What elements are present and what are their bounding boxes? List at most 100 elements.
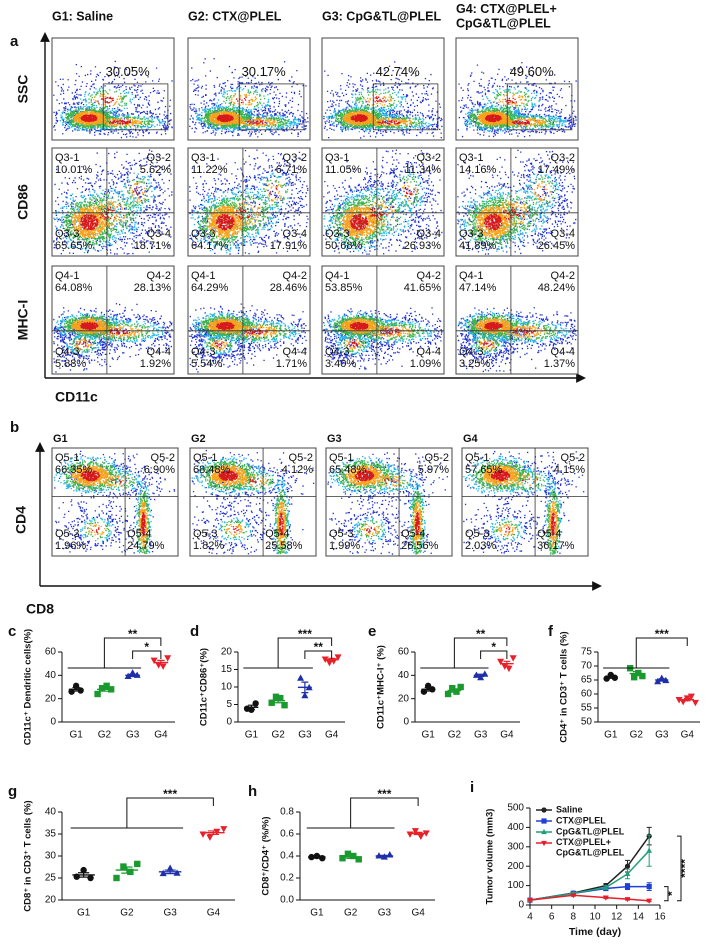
x-axis-label: Time (day) (569, 926, 621, 938)
error-bar (72, 686, 80, 692)
density-dots (191, 312, 300, 355)
data-point (98, 684, 106, 692)
panel-label: g (8, 783, 17, 800)
error-bar (128, 673, 137, 678)
legend-label: CpG&TL@PLEL (556, 826, 625, 836)
data-point (127, 868, 134, 876)
legend-label: CTX@PLEL (556, 815, 606, 825)
density-dots (198, 176, 287, 246)
quadrant-name: Q4-4 (147, 346, 171, 358)
y-tick-label: 20 (45, 693, 57, 704)
quadrant-name: Q5-2 (425, 452, 449, 464)
x-axis-label: CD11c (55, 389, 98, 405)
quadrant-name: Q3-1 (459, 152, 483, 164)
density-dots (482, 322, 536, 347)
y-tick-label: 40 (45, 670, 57, 681)
error-bar (274, 697, 282, 704)
error-bar (632, 671, 640, 677)
quadrant-name: Q5-4 (127, 528, 151, 540)
density-dots (466, 314, 557, 353)
density-dots (214, 322, 268, 348)
y-tick-label: 0.2 (280, 873, 294, 884)
flow-plot: Q3-111.22% Q3-26.71% Q3-364.17% Q3-417.91% (187, 147, 311, 257)
bracket (103, 637, 162, 668)
quadrant-name: Q3-4 (417, 228, 441, 240)
y-tick-label: 0.6 (280, 829, 294, 840)
data-point (164, 655, 172, 662)
density-dots (80, 96, 132, 125)
quadrant-value: 47.14% (459, 282, 497, 294)
x-tick-label: 12 (611, 912, 623, 923)
quadrant-name: Q4-3 (459, 346, 483, 358)
density-dots (482, 465, 558, 548)
y-tick-label: 0.4 (280, 851, 294, 862)
legend-label: CTX@PLEL+ CpG&TL@PLEL (556, 837, 625, 857)
y-tick-label: 0.8 (280, 807, 294, 818)
bracket (126, 797, 214, 828)
density-dots (73, 93, 143, 127)
y-tick-label: 70 (581, 661, 593, 672)
flow-plot: Q3-110.01% Q3-25.62% Q3-365.65% Q3-418.71% (51, 147, 175, 257)
quadrant-name: Q3-2 (417, 152, 441, 164)
quadrant-value: 24.79% (127, 540, 165, 552)
significance: *** (377, 787, 391, 801)
x-tick-label: G2 (630, 730, 644, 741)
quadrant-value: 68.48% (193, 464, 231, 476)
density-dots (80, 187, 140, 231)
quadrant-name: Q4-2 (551, 270, 575, 282)
x-tick-label: G2 (98, 730, 112, 741)
error-bar (100, 686, 109, 692)
quadrant-name: Q4-3 (55, 346, 79, 358)
y-axis-label: CD8⁺/CD4⁺ (%/%) (261, 816, 272, 895)
quadrant-value: 1.99% (329, 540, 360, 552)
density-dots (329, 455, 426, 554)
quadrant-value: 41.89% (459, 240, 497, 252)
legend-marker (541, 840, 547, 847)
quadrant-value: 14.16% (459, 164, 497, 176)
data-point (411, 828, 419, 835)
data-point (602, 884, 609, 890)
quadrant-value: 4.15% (554, 464, 585, 476)
data-point (457, 683, 464, 691)
y-axis-label: CD86 (15, 184, 31, 220)
quadrant-value: 18.71% (134, 240, 172, 252)
quadrant-name: Q5-1 (55, 452, 79, 464)
significance: * (144, 640, 149, 654)
data-point (646, 898, 653, 904)
quadrant-value: 26.45% (538, 240, 576, 252)
x-tick-label: G4 (681, 730, 695, 741)
error-bar (157, 659, 165, 666)
panel-label: f (548, 623, 554, 640)
panel-label: i (470, 779, 474, 796)
bracket (453, 637, 508, 668)
flow-plot: Q5-166.35% Q5-26.90% Q5-31.96% Q5-424.79% (51, 447, 179, 557)
x-tick-label: 10 (589, 912, 601, 923)
quadrant-name: Q5-3 (193, 528, 217, 540)
data-point (68, 688, 75, 695)
quadrant-value: 28.13% (134, 282, 172, 294)
group-label: G3 (327, 433, 342, 445)
density-dots (326, 86, 434, 133)
error-bar (477, 673, 485, 678)
y-tick-label: 300 (507, 841, 524, 852)
quadrant-name: Q5-1 (329, 452, 353, 464)
quadrant-value: 65.65% (55, 240, 93, 252)
quadrant-value: 1.09% (410, 358, 441, 370)
y-tick-label: 40 (398, 670, 410, 681)
quadrant-value: 17.49% (538, 164, 576, 176)
quadrant-name: Q5-1 (465, 452, 489, 464)
significance: ** (128, 627, 138, 641)
quadrant-value: 11.22% (191, 164, 228, 176)
quadrant-value: 57.65% (465, 464, 503, 476)
error-bar (658, 678, 666, 682)
density-dots (201, 90, 290, 129)
density-dots (54, 312, 164, 355)
significance: *** (655, 627, 669, 641)
density-dots (64, 460, 150, 554)
quadrant-name: Q3-4 (147, 228, 171, 240)
quadrant-name: Q5-4 (401, 528, 425, 540)
gate-value: 30.17% (242, 64, 287, 79)
data-point (297, 674, 305, 681)
data-point (339, 855, 346, 862)
